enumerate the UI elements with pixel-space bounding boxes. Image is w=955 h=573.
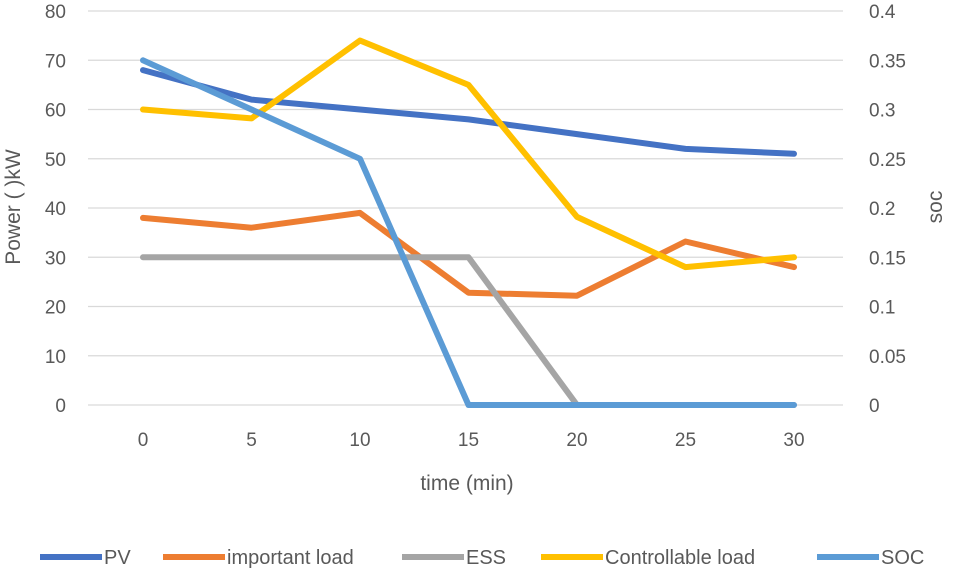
- x-tick-label: 5: [246, 430, 257, 451]
- y-tick-label: 0: [55, 396, 66, 417]
- y-tick-label: 60: [45, 101, 66, 122]
- x-tick-label: 10: [349, 430, 370, 451]
- y-tick-label: 40: [45, 199, 66, 220]
- y-tick-label: 50: [45, 150, 66, 171]
- gridlines: [88, 10, 843, 406]
- y2-tick-label: 0.1: [869, 298, 895, 319]
- y2-tick-label: 0.3: [869, 101, 895, 122]
- y2-tick-label: 0: [869, 396, 880, 417]
- x-axis-title: time (min): [420, 472, 513, 495]
- y2-tick-label: 0.35: [869, 51, 906, 72]
- x-tick-label: 25: [675, 430, 696, 451]
- series-line-soc: [140, 57, 797, 408]
- series-line-ess: [140, 254, 797, 408]
- series-line-pv: [140, 67, 797, 157]
- legend-label-controllable-load: Controllable load: [605, 547, 755, 569]
- x-tick-label: 0: [138, 430, 149, 451]
- right-axis-ticks: 0 0.05 0.1 0.15 0.2 0.25 0.3 0.35 0.4: [869, 2, 906, 417]
- y2-tick-label: 0.2: [869, 199, 895, 220]
- series-line-important-load: [140, 209, 797, 299]
- y2-tick-label: 0.25: [869, 150, 906, 171]
- y-tick-label: 70: [45, 51, 66, 72]
- y2-axis-title: soc: [924, 191, 947, 224]
- legend: PV important load ESS Controllable load SOC: [40, 547, 924, 569]
- series-line-controllable-load: [140, 37, 797, 271]
- x-tick-label: 30: [783, 430, 804, 451]
- y-tick-label: 10: [45, 347, 66, 368]
- legend-label-ess: ESS: [466, 547, 506, 569]
- legend-label-pv: PV: [104, 547, 131, 569]
- y2-tick-label: 0.15: [869, 248, 906, 269]
- x-tick-label: 20: [566, 430, 587, 451]
- y-tick-label: 30: [45, 248, 66, 269]
- y-tick-label: 80: [45, 2, 66, 23]
- y-axis-title: Power ( )kW: [2, 149, 25, 265]
- y2-tick-label: 0.05: [869, 347, 906, 368]
- y2-tick-label: 0.4: [869, 2, 896, 23]
- x-axis-ticks: 0 5 10 15 20 25 30: [138, 430, 805, 451]
- legend-label-important-load: important load: [227, 547, 354, 569]
- y-tick-label: 20: [45, 298, 66, 319]
- legend-label-soc: SOC: [881, 547, 924, 569]
- left-axis-ticks: 0 10 20 30 40 50 60 70 80: [45, 2, 66, 417]
- x-tick-label: 15: [458, 430, 479, 451]
- series-lines: [140, 37, 797, 408]
